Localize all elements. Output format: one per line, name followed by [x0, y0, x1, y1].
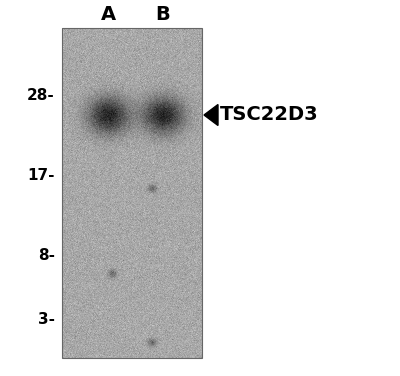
Polygon shape [204, 105, 218, 126]
Text: 28-: 28- [27, 88, 55, 103]
Text: A: A [100, 5, 116, 23]
Text: 3-: 3- [38, 312, 55, 327]
Bar [62, 28, 202, 358]
Text: B: B [156, 5, 170, 23]
Text: 17-: 17- [28, 167, 55, 182]
Text: 8-: 8- [38, 247, 55, 262]
Text: TSC22D3: TSC22D3 [220, 106, 319, 124]
